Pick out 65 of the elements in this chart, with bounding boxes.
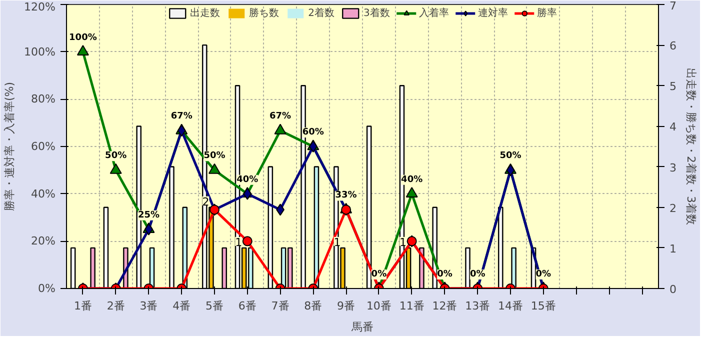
data-label: 0% — [437, 270, 452, 280]
y-axis-title: 勝率・連対率・入着率(%) — [3, 82, 16, 212]
data-label: 100% — [69, 32, 97, 43]
y-tick-label: 60% — [31, 140, 56, 153]
y2-tick-label: 1 — [670, 242, 676, 256]
y-tick-label: 20% — [31, 234, 56, 248]
y2-axis-title: 出走数・勝ち数・2着数・3着数 — [684, 68, 698, 225]
x-tick-label: 12番 — [432, 300, 458, 312]
x-tick-label: 9番 — [337, 300, 356, 312]
data-label: 67% — [270, 112, 292, 122]
y2-tick-label: 5 — [670, 80, 676, 94]
legend-label: 勝ち数 — [249, 6, 280, 20]
point — [406, 186, 418, 198]
point — [110, 163, 122, 174]
x-tick-label: 14番 — [498, 300, 523, 312]
legend-label: 2着数 — [308, 6, 334, 20]
x-tick-label: 5番 — [206, 300, 224, 312]
data-label: 50% — [105, 151, 127, 162]
data-label: 50% — [500, 151, 522, 162]
y-tick-label: 100% — [24, 45, 56, 58]
x-axis-title: 馬番 — [350, 320, 374, 334]
x-tick-label: 10番 — [366, 300, 392, 312]
data-label: 0% — [371, 270, 387, 280]
y2-tick-label: 2 — [670, 202, 676, 215]
data-label: 50% — [204, 151, 226, 162]
y2-tick-label: 6 — [670, 40, 676, 53]
point — [177, 124, 186, 137]
data-label: 67% — [170, 112, 192, 122]
x-tick-label: 8番 — [304, 300, 322, 312]
data-label: 2 — [202, 195, 210, 208]
x-tick-label: 4番 — [172, 300, 191, 312]
data-label: 1 — [235, 236, 242, 249]
x-tick-label: 15番 — [530, 300, 556, 312]
y-tick-label: 80% — [31, 92, 56, 106]
point — [76, 44, 89, 56]
legend-label: 勝率 — [536, 6, 557, 20]
y-tick-label: 0% — [38, 282, 56, 295]
x-tick-label: 13番 — [465, 300, 490, 312]
y2-tick-label: 7 — [670, 0, 676, 12]
data-label: 0% — [536, 270, 552, 280]
y-tick-label: 40% — [31, 187, 56, 200]
x-tick-label: 1番 — [74, 300, 92, 312]
y2-tick-label: 3 — [670, 161, 676, 174]
x-tick-label: 2番 — [106, 300, 125, 312]
data-label: 40% — [401, 174, 423, 185]
point — [274, 124, 286, 134]
data-label: 1 — [400, 236, 407, 249]
data-label: 40% — [236, 174, 258, 185]
data-label: 1 — [334, 236, 341, 249]
legend-label: 入着率 — [418, 6, 449, 20]
x-tick-label: 3番 — [140, 300, 158, 312]
x-tick-label: 11番 — [399, 300, 424, 312]
legend-label: 連対率 — [478, 6, 508, 20]
legend-label: 3着数 — [364, 6, 390, 20]
data-label: 60% — [302, 128, 324, 138]
legend-label: 出走数 — [190, 6, 220, 20]
data-label: 0% — [470, 270, 486, 280]
x-tick-label: 7番 — [271, 300, 290, 312]
point — [208, 163, 220, 174]
data-label: 33% — [335, 190, 357, 201]
y2-tick-label: 4 — [670, 120, 676, 134]
y2-tick-label: 0 — [670, 283, 676, 296]
data-label: 25% — [138, 210, 160, 220]
x-tick-label: 6番 — [238, 300, 256, 312]
y-tick-label: 120% — [24, 0, 56, 14]
